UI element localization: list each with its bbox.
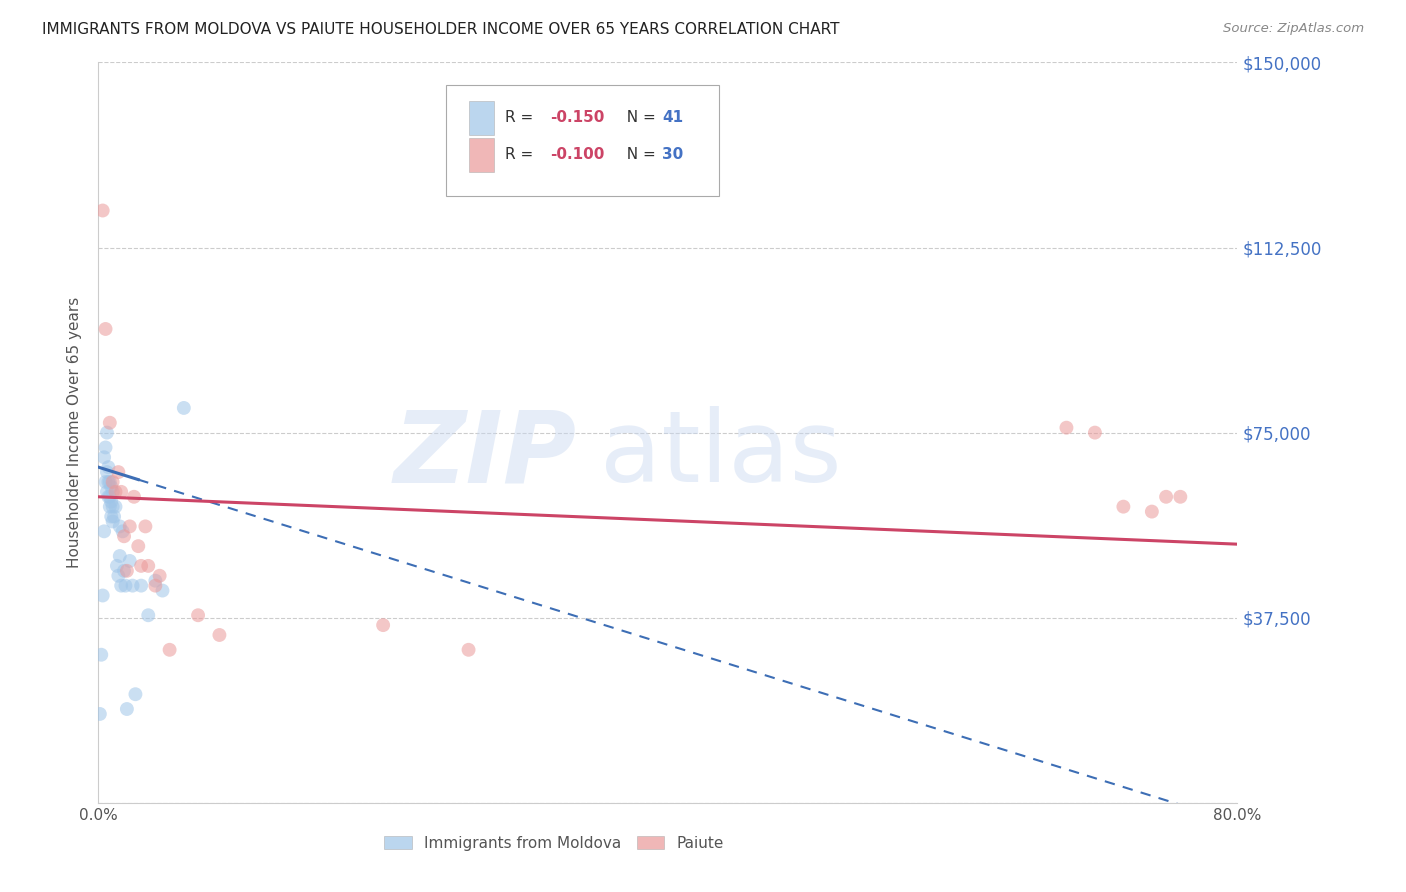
Point — [107, 465, 129, 479]
Point — [187, 608, 209, 623]
Text: IMMIGRANTS FROM MOLDOVA VS PAIUTE HOUSEHOLDER INCOME OVER 65 YEARS CORRELATION C: IMMIGRANTS FROM MOLDOVA VS PAIUTE HOUSEH… — [42, 22, 839, 37]
Point — [98, 416, 121, 430]
Point — [112, 564, 135, 578]
Point — [112, 529, 135, 543]
Text: 30: 30 — [662, 147, 683, 162]
Point — [108, 519, 131, 533]
Point — [457, 642, 479, 657]
Text: 41: 41 — [662, 111, 683, 126]
Point — [107, 568, 129, 582]
Point — [91, 203, 114, 218]
Bar — [468, 102, 494, 135]
Point — [145, 579, 167, 593]
Point — [96, 484, 118, 499]
Point — [1140, 505, 1163, 519]
Point — [94, 441, 117, 455]
Point — [373, 618, 395, 632]
Point — [104, 500, 127, 514]
Point — [152, 583, 174, 598]
Point — [97, 490, 120, 504]
Point — [111, 524, 134, 539]
Point — [121, 579, 143, 593]
Text: Source: ZipAtlas.com: Source: ZipAtlas.com — [1223, 22, 1364, 36]
Y-axis label: Householder Income Over 65 years: Householder Income Over 65 years — [67, 297, 83, 568]
Point — [100, 480, 122, 494]
Bar — [468, 138, 494, 171]
FancyBboxPatch shape — [446, 85, 718, 195]
Point — [110, 484, 132, 499]
Point — [103, 509, 125, 524]
Point — [93, 450, 115, 465]
Point — [97, 460, 120, 475]
Point — [124, 687, 146, 701]
Point — [129, 579, 152, 593]
Point — [100, 509, 122, 524]
Point — [89, 706, 111, 721]
Point — [101, 515, 124, 529]
Point — [101, 484, 124, 499]
Point — [98, 500, 121, 514]
Point — [208, 628, 231, 642]
Point — [136, 608, 159, 623]
Point — [1084, 425, 1107, 440]
Text: N =: N = — [617, 147, 661, 162]
Point — [118, 554, 141, 568]
Point — [122, 490, 145, 504]
Point — [101, 475, 124, 489]
Point — [159, 642, 181, 657]
Point — [105, 558, 128, 573]
Point — [97, 475, 120, 489]
Point — [94, 475, 117, 489]
Legend: Immigrants from Moldova, Paiute: Immigrants from Moldova, Paiute — [384, 836, 724, 851]
Point — [118, 519, 141, 533]
Point — [90, 648, 112, 662]
Point — [98, 475, 121, 489]
Point — [1056, 420, 1078, 434]
Point — [114, 579, 136, 593]
Point — [129, 558, 152, 573]
Point — [108, 549, 131, 563]
Point — [94, 322, 117, 336]
Point — [98, 490, 121, 504]
Point — [1154, 490, 1177, 504]
Point — [104, 484, 127, 499]
Point — [110, 579, 132, 593]
Point — [115, 702, 138, 716]
Point — [127, 539, 149, 553]
Point — [93, 524, 115, 539]
Point — [1112, 500, 1135, 514]
Point — [134, 519, 156, 533]
Text: atlas: atlas — [599, 407, 841, 503]
Point — [91, 589, 114, 603]
Point — [173, 401, 195, 415]
Point — [136, 558, 159, 573]
Text: R =: R = — [505, 111, 538, 126]
Point — [100, 494, 122, 508]
Text: -0.100: -0.100 — [551, 147, 605, 162]
Point — [101, 500, 124, 514]
Point — [149, 568, 172, 582]
Point — [96, 465, 118, 479]
Point — [96, 425, 118, 440]
Point — [1170, 490, 1192, 504]
Point — [145, 574, 167, 588]
Text: ZIP: ZIP — [394, 407, 576, 503]
Point — [115, 564, 138, 578]
Text: R =: R = — [505, 147, 538, 162]
Text: N =: N = — [617, 111, 661, 126]
Text: -0.150: -0.150 — [551, 111, 605, 126]
